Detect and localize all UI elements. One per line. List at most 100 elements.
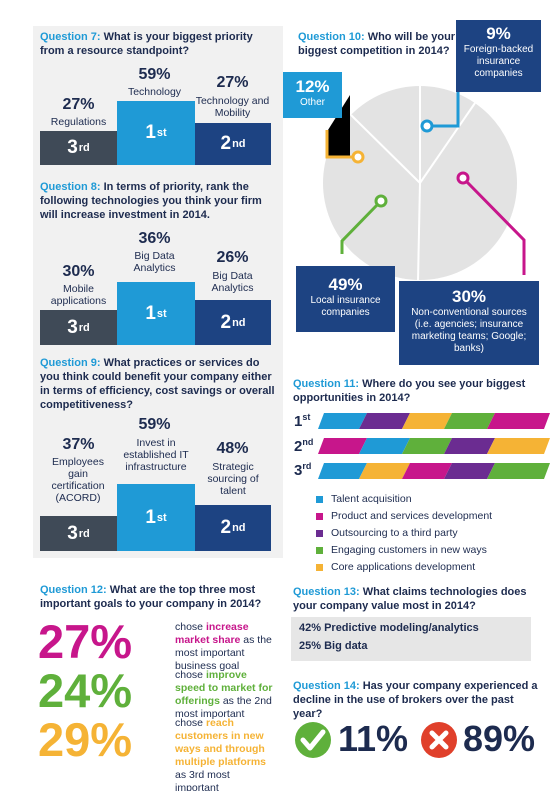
q9-second-pct: 48% xyxy=(216,440,249,457)
q11-rank-2-n: 2 xyxy=(294,438,303,455)
q12-goal3-highlight: reach customers in new ways and through … xyxy=(175,717,267,768)
q11-legend-engaging: Engaging customers in new ways xyxy=(316,544,487,556)
q7-number: Question 7: xyxy=(40,31,101,43)
q9-first-rank: 1 xyxy=(145,506,156,528)
q9-first-pct: 59% xyxy=(138,416,171,433)
q7-second-suffix: nd xyxy=(232,138,246,150)
q8-second-pct: 26% xyxy=(216,249,249,266)
q12-goal3-pct: 29% xyxy=(38,713,133,766)
q14-text: Has your company experienced a decline i… xyxy=(293,680,538,720)
q10-nonconv-label: Non-conventional sources (i.e. agencies;… xyxy=(411,307,527,354)
q12-goal2-post: as the 2nd most important xyxy=(175,695,272,720)
q13-question: Question 13: What claims technologies do… xyxy=(293,585,543,613)
q8-first-rank: 1 xyxy=(145,302,156,324)
q12-question: Question 12: What are the top three most… xyxy=(40,583,285,611)
q10-other-pct: 12% xyxy=(295,77,330,96)
q11-question: Question 11: Where do you see your bigge… xyxy=(293,377,543,405)
q7-third-pct: 27% xyxy=(62,96,95,113)
q9-third-rank: 3 xyxy=(67,522,78,544)
q12-goal1-pre: chose xyxy=(175,621,206,633)
q7-second-label: Technology and Mobility xyxy=(195,95,270,119)
q7-question: Question 7: What is your biggest priorit… xyxy=(40,30,280,58)
q11-legend-product-swatch xyxy=(316,512,323,520)
q11-bar2-seg1 xyxy=(318,438,367,454)
q9-third-label: Employees gain certification (ACORD) xyxy=(51,456,105,504)
q11-legend-outsourcing-swatch xyxy=(316,529,323,537)
q10-leader-foreign xyxy=(431,92,460,128)
q7-third-label: Regulations xyxy=(50,116,107,128)
q11-legend-core-swatch xyxy=(316,563,323,571)
q12-goal2-pre: chose xyxy=(175,669,206,681)
q11-legend-talent-swatch xyxy=(316,495,323,503)
q7-first-rank: 1 xyxy=(145,122,156,143)
q13-number: Question 13: xyxy=(293,586,360,598)
q13-item-2: 25% Big data xyxy=(299,640,368,652)
q13-panel xyxy=(291,617,531,661)
q10-question: Question 10: Who will be your biggest co… xyxy=(298,30,458,58)
q7-third-suffix: rd xyxy=(78,142,90,154)
q10-local-box: 49% Local insurance companies xyxy=(296,266,395,332)
q7-second-pct: 27% xyxy=(216,74,249,91)
q11-bar1-seg3 xyxy=(402,413,452,429)
q10-pie-divider-1 xyxy=(350,114,421,184)
q11-bar2-seg4 xyxy=(444,438,495,454)
q8-first-suffix: st xyxy=(156,307,167,320)
q11-rank-3-s: rd xyxy=(302,461,312,471)
q10-foreign-box: 9% Foreign-backed insurance companies xyxy=(456,20,541,92)
q11-legend-core: Core applications development xyxy=(316,561,475,573)
q11-bar3-seg3 xyxy=(402,463,452,479)
q11-rank-2-s: nd xyxy=(302,437,314,447)
q12-text: What are the top three most important go… xyxy=(40,584,262,610)
q11-legend-talent: Talent acquisition xyxy=(316,493,412,505)
q7-first-suffix: st xyxy=(156,127,167,139)
q8-first-label: Big Data Analytics xyxy=(133,250,176,274)
q11-legend-core-label: Core applications development xyxy=(331,561,476,573)
q9-third-pct: 37% xyxy=(62,436,95,453)
q9-first-suffix: st xyxy=(156,511,167,524)
q10-nonconv-box: 30% Non-conventional sources (i.e. agenc… xyxy=(399,281,539,365)
q7-second-rank: 2 xyxy=(220,133,232,154)
q11-bar3-seg2 xyxy=(359,463,410,479)
check-icon xyxy=(295,722,331,758)
q11-rank-1-s: st xyxy=(302,412,311,422)
q10-number: Question 10: xyxy=(298,31,365,43)
q9-third-suffix: rd xyxy=(78,527,90,540)
q10-other-label: Other xyxy=(299,97,325,108)
q11-bar1-seg1 xyxy=(318,413,367,429)
q11-legend-engaging-label: Engaging customers in new ways xyxy=(331,544,487,556)
q8-second-label: Big Data Analytics xyxy=(211,270,254,294)
q11-bar2-seg3 xyxy=(402,438,452,454)
q10-dot-nonconv xyxy=(456,171,470,185)
q10-local-pct: 49% xyxy=(328,275,363,294)
q13-text: What claims technologies does your compa… xyxy=(293,586,527,612)
q10-pie-chart xyxy=(323,86,526,281)
q12-goal3-text: chose reach customers in new ways and th… xyxy=(175,717,275,791)
q12-number: Question 12: xyxy=(40,584,107,596)
q8-question: Question 8: In terms of priority, rank t… xyxy=(40,180,280,222)
q11-rank-1-n: 1 xyxy=(294,413,303,430)
q11-bar2-seg2 xyxy=(359,438,410,454)
q12-goal2-highlight: improve speed to market for offerings xyxy=(175,669,273,707)
q10-pie-divider-4 xyxy=(417,182,421,281)
q11-text: Where do you see your biggest opportunit… xyxy=(293,378,526,404)
q10-leader-local xyxy=(340,202,380,254)
q8-second-rank: 2 xyxy=(220,311,232,333)
q9-second-rank: 2 xyxy=(220,517,232,538)
q8-text: In terms of priority, rank the following… xyxy=(40,181,262,221)
q10-pie-divider-3 xyxy=(419,102,476,184)
q11-legend-outsourcing: Outsourcing to a third party xyxy=(316,527,458,539)
q11-bars xyxy=(318,413,550,479)
q11-bar3-seg4 xyxy=(444,463,495,479)
q11-rank-1: 1st xyxy=(294,412,310,430)
q12-goal2-text: chose improve speed to market for offeri… xyxy=(175,669,275,721)
q13-item-1: 42% Predictive modeling/analytics xyxy=(299,622,479,634)
q8-third-rank: 3 xyxy=(67,316,78,338)
q11-bar3-seg5 xyxy=(487,463,550,479)
q11-legend-outsourcing-label: Outsourcing to a third party xyxy=(331,527,458,539)
